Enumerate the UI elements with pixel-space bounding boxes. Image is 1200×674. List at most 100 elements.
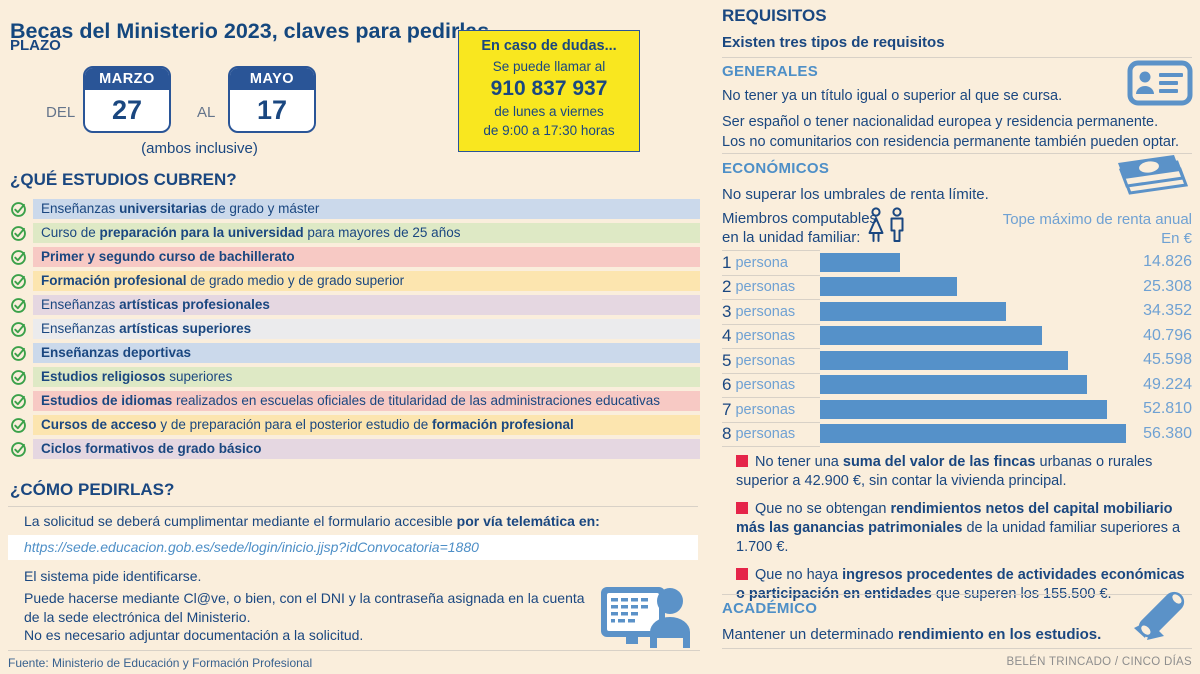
bar-track (820, 326, 1126, 346)
apply-step: Puede hacerse mediante Cl@ve, o bien, co… (24, 590, 585, 625)
study-item-label: Formación profesional de grado medio y d… (33, 271, 700, 291)
chart-axis-unit: En € (1161, 230, 1192, 247)
study-item: Cursos de acceso y de preparación para e… (8, 415, 700, 435)
economic-requirement: Que no haya ingresos procedentes de acti… (736, 566, 1196, 604)
study-item: Primer y segundo curso de bachillerato (8, 247, 700, 267)
study-item: Enseñanzas artísticas profesionales (8, 295, 700, 315)
chart-category-label: 8 personas (722, 421, 820, 447)
text-segment: formación profesional (431, 417, 574, 432)
chart-category-label: 7 personas (722, 397, 820, 422)
contact-box-title: En caso de dudas... (481, 38, 617, 54)
calendar-start-month: MARZO (85, 68, 169, 90)
calendar-start: MARZO 27 (83, 66, 171, 133)
text-segment: Primer y segundo curso de bachillerato (41, 249, 295, 264)
chart-row: 7 personas 52.810 (722, 397, 1192, 422)
economic-requirements-list: No tener una suma del valor de las finca… (722, 453, 1196, 613)
check-icon (10, 297, 27, 314)
study-item: Enseñanzas artísticas superiores (8, 319, 700, 339)
text-segment: de la unidad familiar superiores a 1.700… (736, 520, 1181, 555)
text-segment: La solicitud se deberá cumplimentar medi… (24, 513, 457, 529)
contact-box: En caso de dudas... Se puede llamar al 9… (458, 30, 640, 152)
chart-category-number: 6 (722, 375, 732, 395)
text-segment: Enseñanzas (41, 201, 120, 216)
text-segment: superiores (165, 369, 233, 384)
study-item: Formación profesional de grado medio y d… (8, 271, 700, 291)
chart-category-unit: personas (731, 377, 796, 394)
chart-category-number: 4 (722, 326, 732, 346)
study-item-label: Enseñanzas artísticas superiores (33, 319, 700, 339)
text-segment: Que no se obtengan (755, 501, 891, 517)
check-icon (10, 249, 27, 266)
bar (820, 252, 901, 272)
study-item: Ciclos formativos de grado básico (8, 439, 700, 459)
url-bar: https://sede.educacion.gob.es/sede/login… (8, 535, 698, 560)
chart-category-unit: personas (731, 279, 796, 296)
bar-track (820, 277, 1126, 297)
chart-category-label: 4 personas (722, 323, 820, 349)
check-icon (10, 321, 27, 338)
economic-intro: No superar los umbrales de renta límite. (722, 186, 989, 203)
red-square-bullet-icon (736, 455, 748, 467)
check-icon (10, 369, 27, 386)
chart-category-number: 7 (722, 399, 732, 419)
requirements-heading: REQUISITOS (722, 6, 827, 25)
chart-category-unit: personas (731, 303, 796, 320)
text-segment: para mayores de 25 años (303, 225, 461, 240)
general-requirement: No tener ya un título igual o superior a… (722, 88, 1063, 104)
chart-category-unit: persona (731, 254, 788, 271)
text-segment: Enseñanzas (41, 321, 120, 336)
url-link[interactable]: https://sede.educacion.gob.es/sede/login… (24, 539, 479, 555)
del-label: DEL (46, 104, 76, 121)
divider (8, 650, 700, 651)
general-requirement: Ser español o tener nacionalidad europea… (722, 112, 1196, 152)
chart-category-number: 1 (722, 252, 732, 272)
text-segment: Cursos de acceso (41, 417, 157, 432)
divider (722, 153, 1192, 154)
page-title: Becas del Ministerio 2023, claves para p… (10, 19, 490, 44)
bar (820, 375, 1088, 395)
text-segment: suma del valor de las fincas (842, 454, 1036, 470)
chart-category-number: 2 (722, 277, 732, 297)
chart-category-unit: personas (731, 352, 796, 369)
bar-value: 56.380 (1143, 424, 1192, 442)
study-item-label: Estudios religiosos superiores (33, 367, 700, 387)
bar-value: 49.224 (1143, 375, 1192, 393)
inclusive-note: (ambos inclusive) (141, 140, 258, 157)
red-square-bullet-icon (736, 502, 748, 514)
text-segment: rendimiento en los estudios. (897, 626, 1102, 643)
chart-row: 4 personas 40.796 (722, 323, 1192, 349)
general-requirement-line: Ser español o tener nacionalidad europea… (722, 114, 1159, 130)
chart-members-label-line: Miembros computables (722, 210, 878, 227)
study-item-label: Ciclos formativos de grado básico (33, 439, 700, 459)
calendar-end-day: 17 (256, 94, 288, 125)
divider (722, 594, 1192, 595)
chart-category-label: 5 personas (722, 348, 820, 373)
text-segment: Estudios de idiomas (41, 393, 173, 408)
chart-row: 5 personas 45.598 (722, 348, 1192, 373)
text-segment: rendimientos netos del capital mobiliari… (736, 501, 1173, 536)
diploma-icon (1134, 591, 1185, 640)
study-item-label: Primer y segundo curso de bachillerato (33, 247, 700, 267)
general-section-heading: GENERALES (722, 63, 819, 80)
economic-requirement: No tener una suma del valor de las finca… (736, 453, 1196, 491)
chart-members-label: Miembros computables en la unidad famili… (722, 209, 877, 247)
bar-value: 40.796 (1143, 326, 1192, 344)
study-item-label: Curso de preparación para la universidad… (33, 223, 700, 243)
couple-icon (868, 207, 904, 242)
text-segment: Que no haya (755, 567, 843, 583)
bar-track (820, 375, 1126, 395)
check-icon (10, 417, 27, 434)
chart-axis-title: Tope máximo de renta anual (1002, 211, 1192, 228)
academic-section-heading: ACADÉMICO (722, 600, 818, 617)
text-segment: realizados en escuelas oficiales de titu… (172, 393, 661, 408)
chart-category-unit: personas (731, 328, 796, 345)
study-item: Enseñanzas deportivas (8, 343, 700, 363)
study-item-label: Enseñanzas universitarias de grado y más… (33, 199, 700, 219)
bar-track (820, 252, 1126, 272)
general-requirement-line: Los no comunitarios con residencia perma… (722, 134, 1180, 150)
bar (820, 424, 1126, 444)
bar-value: 34.352 (1143, 302, 1192, 320)
check-icon (10, 201, 27, 218)
study-item-label: Estudios de idiomas realizados en escuel… (33, 391, 700, 411)
